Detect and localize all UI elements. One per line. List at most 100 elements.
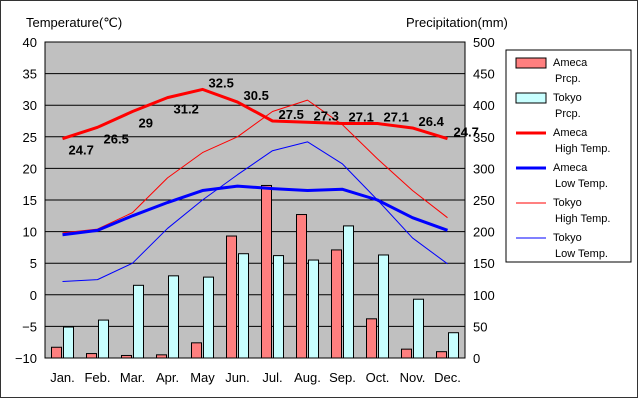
- left-tick-label: 40: [23, 35, 37, 50]
- ameca-prcp-bar: [191, 342, 202, 359]
- left-tick-label: 20: [23, 161, 37, 176]
- ameca-prcp-bar: [401, 348, 412, 359]
- legend-label: High Temp.: [555, 143, 610, 155]
- ameca-prcp-bar: [121, 354, 132, 359]
- right-tick-label: 350: [473, 130, 495, 145]
- x-tick-label: Nov.: [400, 370, 426, 385]
- ameca-prcp-legend-swatch: [515, 57, 547, 69]
- tokyo-prcp-bar: [413, 298, 424, 359]
- left-tick-label: 0: [30, 288, 37, 303]
- legend-label: Tokyo: [553, 232, 582, 244]
- ameca-prcp-bar: [51, 346, 62, 359]
- right-tick-label: 300: [473, 161, 495, 176]
- temperature-lines: [62, 87, 449, 283]
- ameca-high-data-label: 27.3: [314, 108, 339, 123]
- legend-label: Ameca: [553, 57, 588, 69]
- ameca-high-data-label: 27.1: [349, 110, 374, 125]
- ameca-prcp-bar: [261, 184, 272, 359]
- right-tick-label: 50: [473, 319, 487, 334]
- tokyo-prcp-bar: [133, 284, 144, 359]
- legend-label: Prcp.: [555, 108, 581, 120]
- tokyo-prcp-bar: [448, 332, 459, 359]
- ameca-high-line: [62, 87, 448, 141]
- left-axis-title: Temperature(℃): [26, 15, 122, 30]
- ameca-high-data-label: 24.7: [454, 125, 479, 140]
- legend-box: [505, 49, 632, 263]
- ameca-prcp-bar: [156, 354, 167, 359]
- ameca-low-line: [62, 184, 449, 237]
- legend: Ameca Prcp. Tokyo Prcp. Ameca High Temp. Ameca…: [515, 57, 610, 260]
- right-tick-label: 200: [473, 225, 495, 240]
- right-tick-label: 400: [473, 98, 495, 113]
- ameca-prcp-bar: [436, 351, 447, 359]
- tokyo-prcp-bar: [98, 319, 109, 359]
- x-tick-label: May: [190, 370, 215, 385]
- tokyo-prcp-bar: [378, 254, 389, 359]
- ameca-high-data-label: 24.7: [69, 143, 94, 158]
- legend-label: Low Temp.: [555, 178, 608, 190]
- legend-label: Tokyo: [553, 197, 582, 209]
- ameca-high-data-label: 30.5: [244, 88, 269, 103]
- x-tick-label: Sep.: [329, 370, 356, 385]
- right-tick-label: 250: [473, 193, 495, 208]
- tokyo-prcp-bar: [273, 255, 284, 359]
- x-tick-label: Jun.: [225, 370, 250, 385]
- legend-label: Ameca: [553, 162, 588, 174]
- x-axis-ticks: Jan. Feb. Mar. Apr. May Jun. Jul. Aug. Sep. Oct. N…: [50, 370, 461, 385]
- left-tick-label: 15: [23, 193, 37, 208]
- legend-label: Tokyo: [553, 92, 582, 104]
- left-axis-ticks: 40 35 30 25 20 15 10 5 0 −5 −10: [15, 35, 37, 366]
- left-tick-label: −5: [22, 319, 37, 334]
- left-tick-label: 5: [30, 256, 37, 271]
- ameca-high-data-label: 29: [139, 116, 153, 131]
- tokyo-prcp-bar: [203, 276, 214, 359]
- x-tick-label: Apr.: [156, 370, 179, 385]
- tokyo-prcp-bar: [238, 253, 249, 359]
- data-labels: 24.7 26.5 29 31.2 32.5 30.5 27.5 27.3 27.1 27.1 26…: [69, 75, 479, 157]
- ameca-prcp-bar: [366, 318, 377, 359]
- legend-label: Ameca: [553, 127, 588, 139]
- x-tick-label: Dec.: [434, 370, 461, 385]
- tokyo-prcp-legend-swatch: [515, 92, 547, 104]
- right-tick-label: 150: [473, 256, 495, 271]
- x-tick-label: Jan.: [50, 370, 75, 385]
- legend-label: High Temp.: [555, 213, 610, 225]
- right-tick-label: 100: [473, 288, 495, 303]
- ameca-high-data-label: 32.5: [209, 75, 234, 90]
- right-tick-label: 500: [473, 35, 495, 50]
- ameca-prcp-bar: [86, 353, 97, 359]
- ameca-high-data-label: 27.1: [384, 110, 409, 125]
- precipitation-bars: [51, 184, 459, 359]
- x-tick-label: Feb.: [84, 370, 110, 385]
- left-tick-label: 10: [23, 225, 37, 240]
- left-tick-label: 25: [23, 130, 37, 145]
- right-tick-label: 0: [473, 351, 480, 366]
- tokyo-low-line: [62, 141, 448, 283]
- ameca-prcp-bar: [296, 214, 307, 359]
- tokyo-prcp-bar: [63, 326, 74, 359]
- x-tick-label: Aug.: [294, 370, 321, 385]
- left-tick-label: 35: [23, 67, 37, 82]
- right-axis-title: Precipitation(mm): [406, 15, 508, 30]
- ameca-high-data-label: 26.5: [104, 131, 129, 146]
- left-tick-label: 30: [23, 98, 37, 113]
- right-tick-label: 450: [473, 67, 495, 82]
- tokyo-prcp-bar: [308, 259, 319, 359]
- left-tick-label: −10: [15, 351, 37, 366]
- x-tick-label: Jul.: [262, 370, 282, 385]
- x-tick-label: Oct.: [366, 370, 390, 385]
- grid-lines: [45, 73, 465, 327]
- ameca-prcp-bar: [331, 249, 342, 359]
- x-tick-label: Mar.: [120, 370, 145, 385]
- ameca-prcp-bar: [226, 235, 237, 359]
- tokyo-prcp-bar: [168, 275, 179, 359]
- tokyo-high-line: [62, 99, 448, 234]
- ameca-high-data-label: 27.5: [279, 107, 304, 122]
- ameca-high-data-label: 31.2: [174, 102, 199, 117]
- ameca-high-data-label: 26.4: [419, 114, 445, 129]
- legend-label: Prcp.: [555, 73, 581, 85]
- tokyo-prcp-bar: [343, 225, 354, 359]
